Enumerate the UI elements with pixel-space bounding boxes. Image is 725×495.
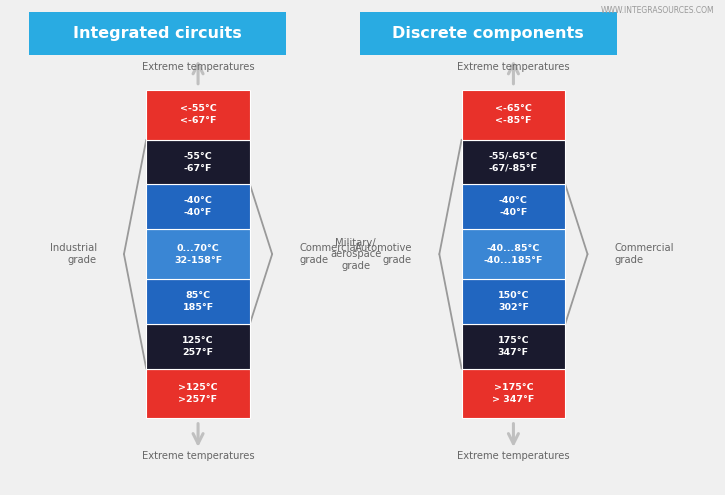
Text: <-55°C
<-67°F: <-55°C <-67°F (180, 104, 217, 125)
Bar (146, 90, 250, 140)
Text: Industrial
grade: Industrial grade (49, 244, 96, 265)
Text: -40°C
-40°F: -40°C -40°F (499, 197, 528, 217)
Text: >125°C
>257°F: >125°C >257°F (178, 383, 218, 404)
Text: 175°C
347°F: 175°C 347°F (497, 336, 529, 357)
Text: WWW.INTEGRASOURCES.COM: WWW.INTEGRASOURCES.COM (600, 5, 714, 14)
Text: Extreme temperatures: Extreme temperatures (142, 62, 254, 72)
Text: Discrete components: Discrete components (392, 26, 584, 41)
Text: Automotive
grade: Automotive grade (355, 244, 412, 265)
Text: -55/-65°C
-67/-85°F: -55/-65°C -67/-85°F (489, 151, 538, 173)
Bar (462, 279, 566, 324)
Bar (146, 279, 250, 324)
Bar (360, 12, 616, 55)
Text: <-65°C
<-85°F: <-65°C <-85°F (495, 104, 532, 125)
Text: Extreme temperatures: Extreme temperatures (142, 451, 254, 461)
Bar (462, 229, 566, 279)
Text: Integrated circuits: Integrated circuits (73, 26, 242, 41)
Text: 150°C
302°F: 150°C 302°F (497, 291, 529, 312)
Text: Extreme temperatures: Extreme temperatures (457, 451, 570, 461)
Text: Commercial
grade: Commercial grade (615, 244, 674, 265)
Bar (462, 369, 566, 418)
Text: -55°C
-67°F: -55°C -67°F (183, 151, 212, 173)
Text: -40...85°C
-40...185°F: -40...85°C -40...185°F (484, 244, 543, 265)
Bar (146, 185, 250, 229)
Text: 85°C
185°F: 85°C 185°F (183, 291, 214, 312)
Text: 125°C
257°F: 125°C 257°F (182, 336, 214, 357)
Text: Military/
aerospace
grade: Military/ aerospace grade (330, 238, 381, 271)
Bar (462, 185, 566, 229)
Bar (29, 12, 286, 55)
Bar (462, 140, 566, 185)
Bar (462, 324, 566, 369)
Text: 0...70°C
32-158°F: 0...70°C 32-158°F (174, 244, 222, 265)
Text: -40°C
-40°F: -40°C -40°F (183, 197, 212, 217)
Text: Commercial
grade: Commercial grade (299, 244, 359, 265)
Text: Extreme temperatures: Extreme temperatures (457, 62, 570, 72)
Bar (146, 324, 250, 369)
Text: >175°C
> 347°F: >175°C > 347°F (492, 383, 534, 404)
Bar (462, 90, 566, 140)
Bar (146, 369, 250, 418)
Bar (146, 229, 250, 279)
Bar (146, 140, 250, 185)
